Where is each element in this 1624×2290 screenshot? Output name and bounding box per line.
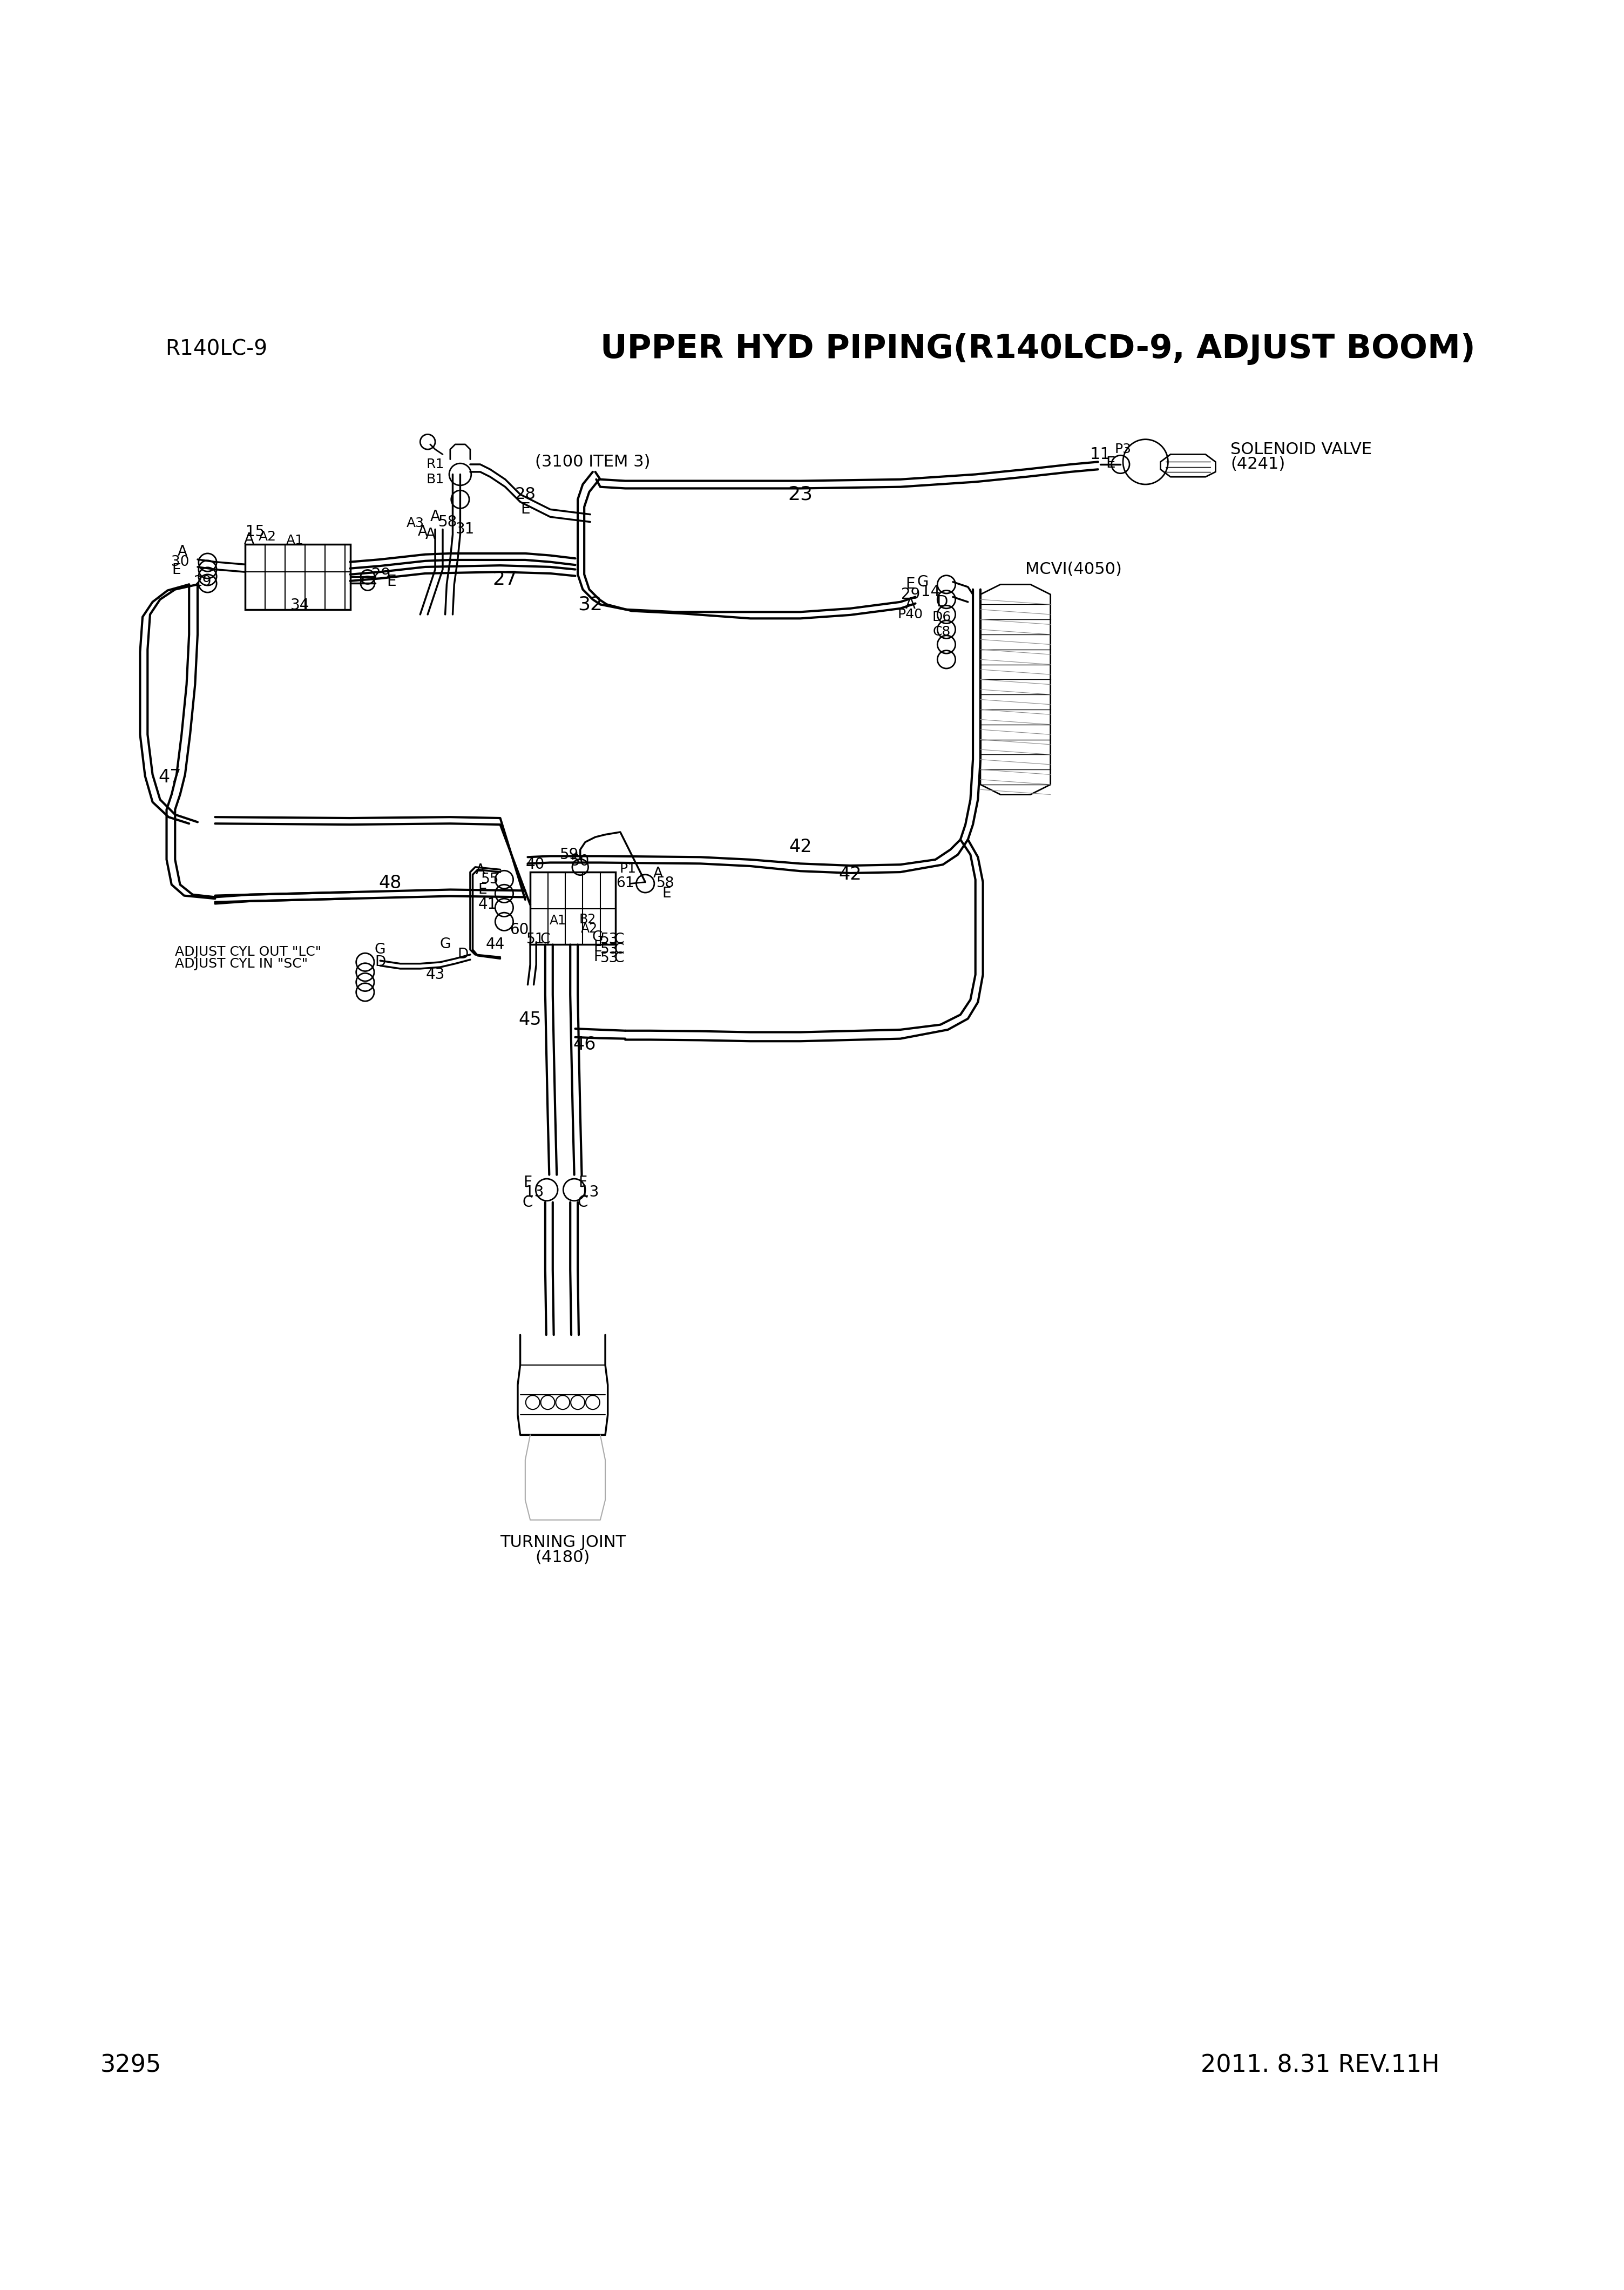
Text: ADJUST CYL IN "SC": ADJUST CYL IN "SC" [175, 957, 309, 971]
Text: G: G [375, 943, 385, 957]
Text: 44: 44 [486, 937, 505, 953]
Text: A: A [177, 545, 187, 559]
Text: A1: A1 [286, 534, 304, 547]
Text: A: A [425, 527, 435, 543]
Text: C: C [614, 953, 624, 966]
Text: C: C [541, 932, 551, 946]
Text: 27: 27 [492, 570, 518, 589]
Text: D6: D6 [932, 611, 952, 623]
Text: 28: 28 [515, 485, 536, 502]
Bar [529, 872, 615, 946]
Text: A3: A3 [406, 518, 424, 529]
Text: 29: 29 [901, 586, 919, 602]
Text: (4241): (4241) [1231, 456, 1285, 472]
Text: E: E [477, 882, 487, 898]
Text: 2011. 8.31 REV.11H: 2011. 8.31 REV.11H [1200, 2054, 1439, 2077]
Text: B1: B1 [425, 474, 443, 485]
Text: (4180): (4180) [536, 1550, 590, 1566]
Text: 41: 41 [477, 898, 497, 911]
Text: F: F [578, 1175, 586, 1191]
Text: A: A [430, 508, 440, 524]
Text: F: F [523, 1175, 533, 1191]
Text: B2: B2 [580, 914, 596, 925]
Text: 32: 32 [578, 595, 603, 614]
Text: P40: P40 [898, 607, 922, 621]
Text: TURNING JOINT: TURNING JOINT [500, 1534, 625, 1550]
Text: 60: 60 [510, 923, 529, 937]
Text: 45: 45 [518, 1010, 542, 1028]
Text: 53: 53 [601, 953, 619, 966]
Bar [245, 545, 351, 609]
Text: C: C [614, 943, 624, 957]
Text: 58: 58 [438, 515, 458, 529]
Text: 13: 13 [525, 1184, 544, 1200]
Text: 43: 43 [425, 966, 445, 982]
Text: 31: 31 [456, 522, 474, 536]
Text: C8: C8 [932, 625, 952, 639]
Text: SOLENOID VALVE: SOLENOID VALVE [1231, 442, 1372, 458]
Text: 40: 40 [526, 856, 544, 872]
Text: E: E [387, 575, 396, 589]
Text: F: F [594, 950, 603, 964]
Text: 48: 48 [378, 875, 401, 893]
Text: 53: 53 [601, 943, 619, 957]
Text: 14: 14 [921, 584, 940, 600]
Text: ADJUST CYL OUT "LC": ADJUST CYL OUT "LC" [175, 946, 322, 960]
Text: A2: A2 [258, 531, 276, 543]
Text: 23: 23 [788, 485, 812, 504]
Text: A2: A2 [581, 923, 598, 934]
Text: 59: 59 [560, 847, 578, 861]
Text: (3100 ITEM 3): (3100 ITEM 3) [536, 453, 651, 469]
Text: MCVI(4050): MCVI(4050) [1025, 561, 1122, 577]
Text: E: E [663, 886, 671, 900]
Text: P3: P3 [1114, 442, 1132, 456]
Text: A: A [417, 524, 427, 538]
Text: D: D [375, 955, 385, 969]
Text: A: A [244, 531, 255, 547]
Text: A1: A1 [549, 914, 567, 927]
Text: E: E [520, 502, 529, 518]
Text: G: G [918, 575, 929, 589]
Text: E: E [172, 563, 180, 577]
Text: 47: 47 [159, 767, 182, 785]
Text: 46: 46 [573, 1035, 596, 1053]
Text: A: A [905, 598, 916, 611]
Text: A: A [653, 866, 663, 882]
Text: 58: 58 [656, 877, 674, 891]
Text: 53: 53 [601, 932, 619, 946]
Text: 13: 13 [580, 1184, 599, 1200]
Text: E: E [1106, 456, 1116, 472]
Text: A: A [476, 863, 486, 877]
Text: E: E [906, 577, 916, 593]
Text: P1: P1 [619, 861, 637, 875]
Text: 29: 29 [193, 575, 211, 589]
Text: C: C [578, 1195, 588, 1209]
Text: C: C [523, 1195, 533, 1209]
Text: 3295: 3295 [101, 2054, 161, 2077]
Text: 61: 61 [615, 877, 635, 891]
Text: 30: 30 [171, 554, 188, 568]
Text: 50: 50 [570, 854, 590, 868]
Text: UPPER HYD PIPING(R140LCD-9, ADJUST BOOM): UPPER HYD PIPING(R140LCD-9, ADJUST BOOM) [601, 334, 1475, 364]
Text: F: F [594, 941, 603, 955]
Text: D: D [935, 595, 948, 609]
Text: R1: R1 [425, 458, 443, 472]
Text: 51: 51 [526, 932, 544, 946]
Text: C: C [614, 932, 624, 946]
Text: 55: 55 [481, 872, 499, 886]
Text: G: G [593, 930, 603, 943]
Text: 15: 15 [245, 524, 265, 540]
Text: 11: 11 [1090, 447, 1111, 463]
Text: 42: 42 [789, 838, 812, 856]
Text: D: D [458, 948, 468, 962]
Text: R140LC-9: R140LC-9 [166, 339, 268, 360]
Text: 42: 42 [840, 866, 862, 884]
Text: 34: 34 [291, 598, 310, 614]
Text: 29: 29 [372, 568, 391, 582]
Text: G: G [440, 937, 451, 953]
